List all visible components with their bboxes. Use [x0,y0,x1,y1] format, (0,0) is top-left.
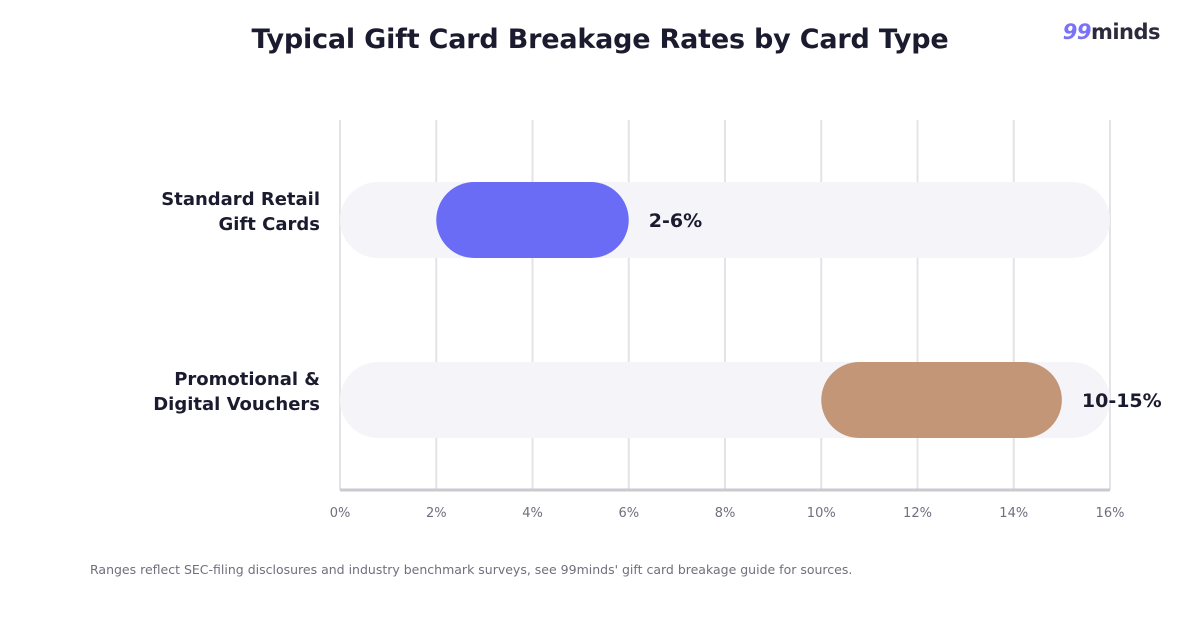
x-tick-label: 10% [807,506,836,521]
category-label-standard-retail: Standard Retail Gift Cards [60,187,320,237]
x-tick-label: 14% [999,506,1028,521]
category-label-promotional: Promotional & Digital Vouchers [60,367,320,417]
category-label-line: Promotional & [174,369,320,390]
category-label-line: Standard Retail [161,189,320,210]
data-label: 2-6% [649,210,702,232]
range-bar [821,362,1062,438]
x-tick-label: 8% [715,506,736,521]
logo-numerals: 99 [1062,20,1092,44]
data-label: 10-15% [1082,390,1162,412]
x-tick-label: 12% [903,506,932,521]
x-tick-label: 2% [426,506,447,521]
source-note: Ranges reflect SEC-filing disclosures an… [90,562,853,577]
x-tick-label: 6% [618,506,639,521]
range-bar [436,182,629,258]
brand-logo: 99minds [1062,20,1161,44]
category-label-line: Gift Cards [218,214,320,235]
x-tick-label: 16% [1096,506,1125,521]
x-tick-label: 4% [522,506,543,521]
logo-wordmark: minds [1090,20,1161,44]
category-label-line: Digital Vouchers [153,394,320,415]
x-tick-label: 0% [330,506,351,521]
chart-title: Typical Gift Card Breakage Rates by Card… [251,24,949,55]
